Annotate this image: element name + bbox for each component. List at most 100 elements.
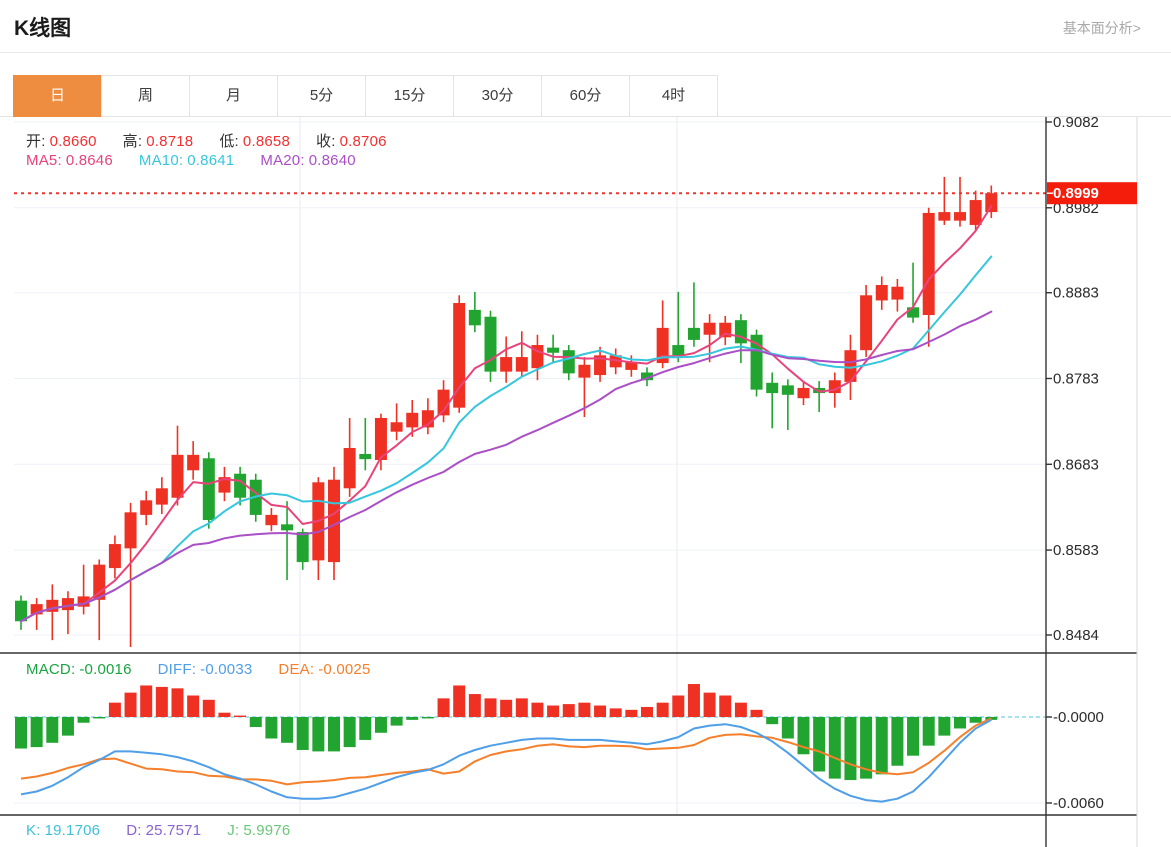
candle-body[interactable] — [30, 604, 43, 615]
macd-bar — [437, 698, 450, 717]
candle-body[interactable] — [687, 327, 700, 340]
candle-body[interactable] — [281, 524, 294, 531]
macd-bar — [500, 699, 513, 717]
candle-body[interactable] — [703, 322, 716, 335]
candle-body[interactable] — [578, 364, 591, 378]
candle-body[interactable] — [155, 488, 168, 505]
candle-body[interactable] — [218, 477, 231, 493]
ma10-line — [20, 255, 993, 623]
candle-body[interactable] — [969, 200, 982, 225]
ma5-line — [20, 205, 993, 623]
last-price-label: 0.8999 — [1053, 185, 1099, 202]
candles-layer[interactable] — [15, 176, 998, 648]
macd-bar — [922, 717, 935, 746]
candle-body[interactable] — [15, 600, 27, 622]
tab-日[interactable]: 日 — [13, 75, 102, 117]
candle-body[interactable] — [453, 303, 466, 408]
macd-bar — [218, 712, 231, 717]
candle-body[interactable] — [202, 458, 215, 521]
candle-body[interactable] — [343, 447, 356, 489]
price-tick-label: 0.8883 — [1053, 285, 1099, 302]
candle-body[interactable] — [484, 316, 497, 372]
macd-bar — [609, 708, 622, 717]
tab-周[interactable]: 周 — [101, 75, 190, 117]
fundamental-analysis-link[interactable]: 基本面分析> — [1062, 20, 1141, 36]
candle-body[interactable] — [296, 532, 309, 563]
candle-body[interactable] — [641, 372, 653, 381]
candle-body[interactable] — [938, 212, 951, 221]
macd-bar — [719, 695, 732, 717]
candle-body[interactable] — [515, 357, 528, 372]
candle-body[interactable] — [468, 309, 481, 326]
candle-body[interactable] — [328, 479, 340, 563]
macd-bar — [124, 692, 137, 717]
candle-body[interactable] — [656, 327, 669, 364]
indicator-label: MACD: — [26, 661, 76, 678]
macd-histogram — [15, 684, 998, 781]
candle-body[interactable] — [547, 347, 560, 353]
candle-body[interactable] — [500, 357, 513, 372]
price-tick-label: 0.8583 — [1053, 542, 1099, 559]
candle-body[interactable] — [609, 355, 622, 368]
macd-bar — [77, 717, 90, 723]
candle-body[interactable] — [954, 212, 966, 221]
candle-body[interactable] — [985, 193, 998, 213]
candle-body[interactable] — [359, 453, 372, 460]
tab-30分[interactable]: 30分 — [453, 75, 542, 117]
candle-body[interactable] — [907, 307, 920, 318]
tab-60分[interactable]: 60分 — [541, 75, 630, 117]
indicator-value: 0.8706 — [339, 133, 387, 150]
candle-body[interactable] — [860, 295, 873, 351]
candle-body[interactable] — [124, 512, 137, 549]
candle-body[interactable] — [594, 355, 607, 376]
indicator-value: 5.9976 — [243, 822, 291, 839]
macd-bar — [687, 684, 700, 717]
candle-body[interactable] — [562, 350, 575, 374]
candle-body[interactable] — [406, 412, 419, 428]
candle-body[interactable] — [797, 387, 810, 399]
macd-bar — [703, 692, 716, 717]
macd-bar — [93, 717, 106, 719]
candle-body[interactable] — [625, 362, 638, 370]
tab-月[interactable]: 月 — [189, 75, 278, 117]
candle-body[interactable] — [531, 345, 544, 369]
candle-body[interactable] — [265, 514, 278, 526]
candle-body[interactable] — [781, 385, 794, 395]
candle-body[interactable] — [234, 473, 247, 498]
tab-15分[interactable]: 15分 — [365, 75, 454, 117]
grid-layer — [14, 117, 1046, 815]
candle-body[interactable] — [61, 598, 74, 611]
candle-body[interactable] — [922, 212, 935, 316]
tab-4时[interactable]: 4时 — [629, 75, 718, 117]
price-tick-label: 0.8683 — [1053, 456, 1099, 473]
candle-body[interactable] — [844, 350, 857, 382]
indicator-pair: DEA: -0.0025 — [278, 661, 370, 678]
indicator-label: J: — [227, 822, 240, 839]
macd-bar — [421, 717, 434, 719]
indicator-value: -0.0016 — [79, 661, 132, 678]
candle-body[interactable] — [390, 422, 403, 432]
indicator-value: 0.8646 — [65, 152, 113, 169]
candle-body[interactable] — [813, 387, 826, 394]
candle-body[interactable] — [734, 320, 747, 344]
candle-body[interactable] — [875, 284, 888, 301]
candle-body[interactable] — [891, 286, 904, 300]
candle-body[interactable] — [77, 596, 90, 607]
tab-5分[interactable]: 5分 — [277, 75, 366, 117]
candle-body[interactable] — [140, 500, 153, 515]
candle-body[interactable] — [374, 417, 387, 460]
candle-body[interactable] — [437, 389, 450, 416]
indicator-pair: MACD: -0.0016 — [26, 661, 132, 678]
macd-bar — [374, 717, 387, 733]
macd-bar — [155, 686, 168, 717]
macd-bar — [30, 717, 43, 748]
candle-body[interactable] — [108, 544, 121, 569]
indicator-pair: K: 19.1706 — [26, 822, 100, 839]
candle-body[interactable] — [187, 454, 200, 471]
macd-bar — [860, 717, 873, 779]
candle-body[interactable] — [672, 345, 685, 356]
candle-body[interactable] — [766, 382, 779, 394]
macd-bar — [140, 685, 153, 717]
candle-body[interactable] — [171, 454, 184, 498]
